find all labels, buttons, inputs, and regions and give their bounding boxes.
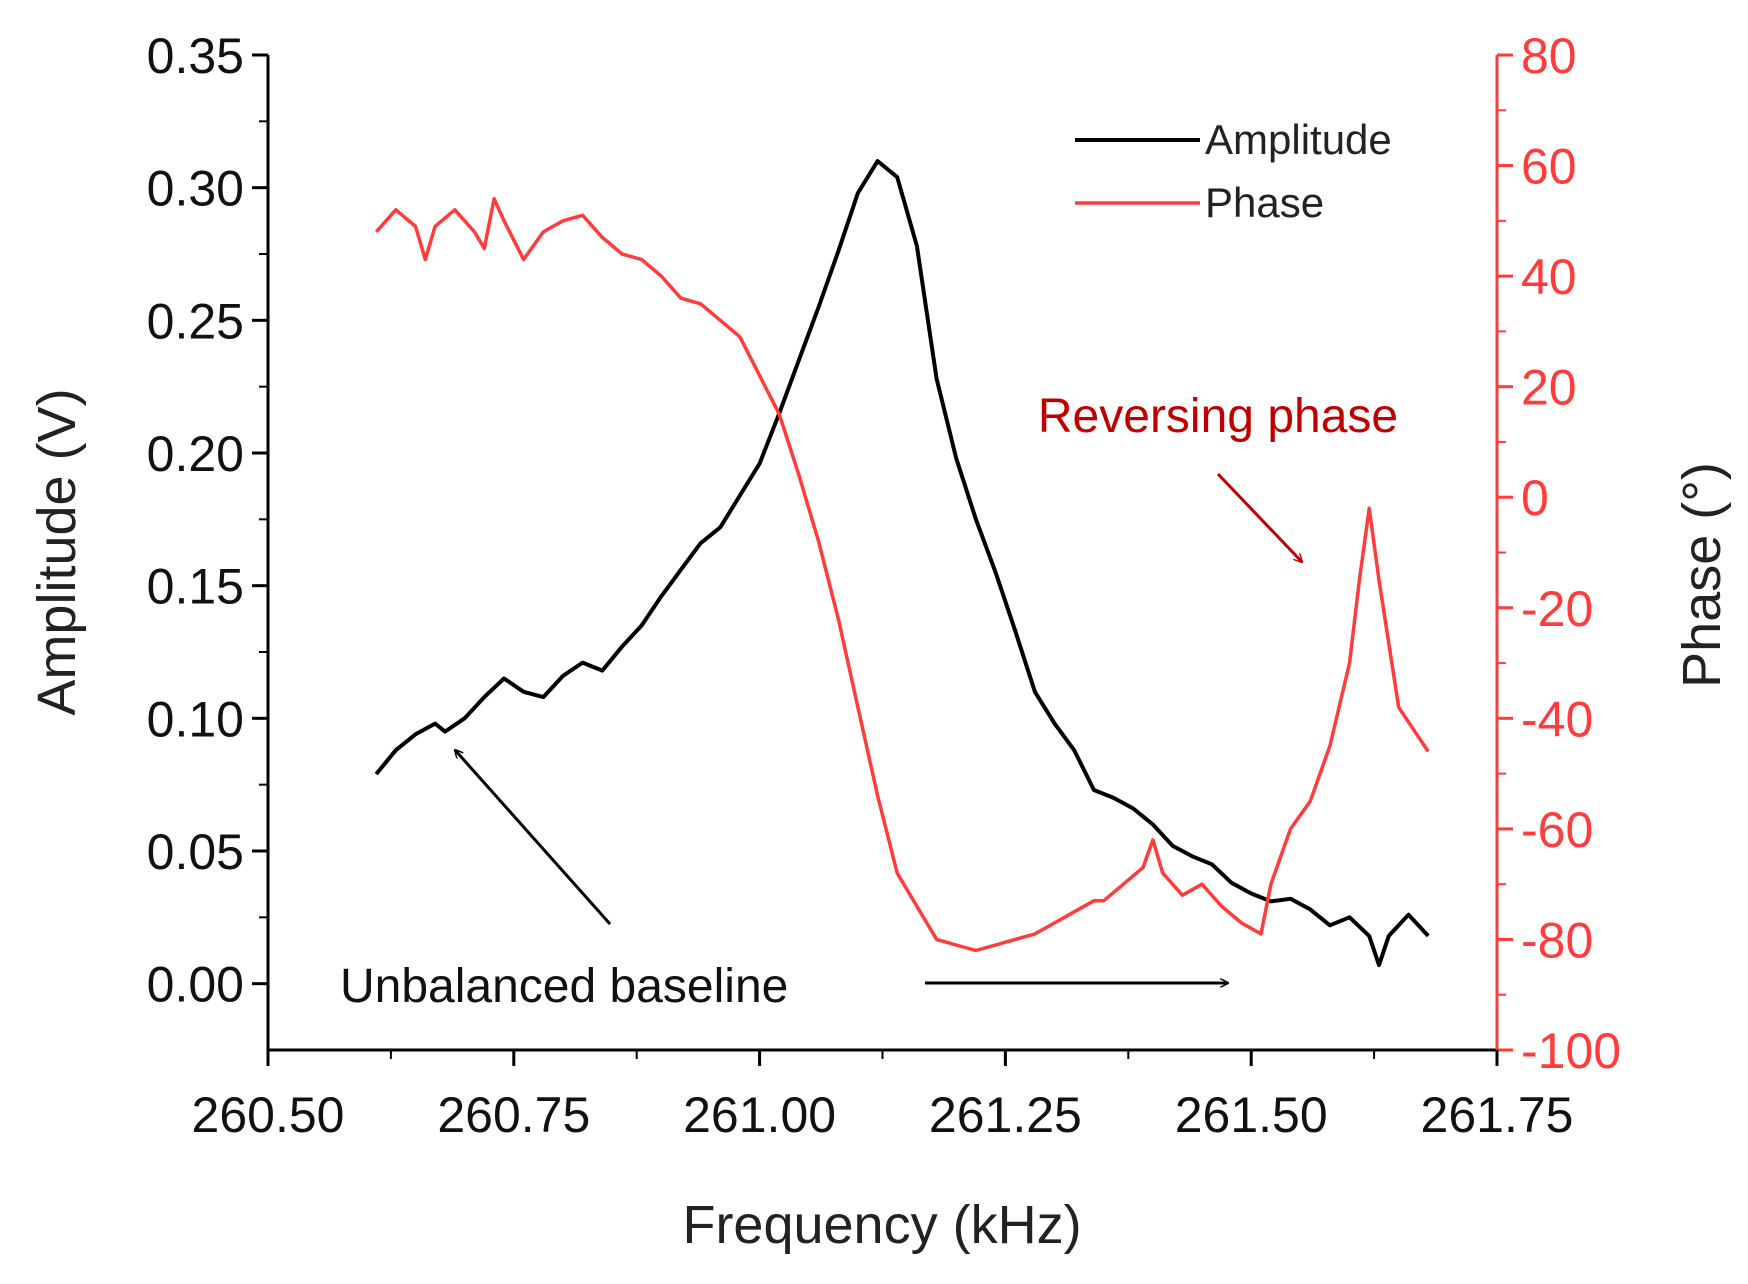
- legend: Amplitude Phase: [1075, 116, 1392, 226]
- left-axis-ticks: 0.00 0.05 0.10 0.15 0.20 0.25 0.30 0.35: [147, 28, 268, 1013]
- right-tick-label: 40: [1521, 249, 1577, 305]
- left-tick-label: 0.35: [147, 28, 244, 84]
- right-tick-label: -80: [1521, 912, 1593, 968]
- bottom-tick-label: 261.00: [683, 1087, 836, 1143]
- right-tick-label: -20: [1521, 581, 1593, 637]
- right-tick-label: -100: [1521, 1023, 1621, 1079]
- bottom-tick-label: 261.50: [1175, 1087, 1328, 1143]
- series-line-amplitude: [374, 159, 1430, 968]
- right-tick-label: 60: [1521, 139, 1577, 195]
- annotation-reversing-phase: Reversing phase: [1038, 390, 1398, 443]
- left-tick-label: 0.00: [147, 957, 244, 1013]
- y2-axis-title: Phase (°): [1672, 462, 1732, 688]
- left-tick-label: 0.15: [147, 559, 244, 615]
- bottom-tick-label: 260.75: [437, 1087, 590, 1143]
- right-tick-label: -40: [1521, 691, 1593, 747]
- bottom-tick-label: 260.50: [192, 1087, 345, 1143]
- left-tick-label: 0.10: [147, 691, 244, 747]
- annotation-unbalanced-baseline: Unbalanced baseline: [340, 960, 788, 1013]
- right-tick-label: -60: [1521, 802, 1593, 858]
- right-axis-ticks: -100 -80 -60 -40 -20 0 20 40 60 80: [1497, 28, 1621, 1079]
- right-tick-label: 80: [1521, 28, 1577, 84]
- left-tick-label: 0.25: [147, 293, 244, 349]
- x-axis-title: Frequency (kHz): [682, 1195, 1081, 1255]
- legend-label-amplitude: Amplitude: [1205, 116, 1392, 163]
- bottom-axis-ticks: 260.50 260.75 261.00 261.25 261.50 261.75: [192, 1050, 1574, 1143]
- legend-label-phase: Phase: [1205, 179, 1324, 226]
- right-tick-label: 20: [1521, 360, 1577, 416]
- series-line-phase: [374, 196, 1430, 953]
- left-tick-label: 0.20: [147, 426, 244, 482]
- left-tick-label: 0.05: [147, 824, 244, 880]
- right-tick-label: 0: [1521, 470, 1549, 526]
- bottom-tick-label: 261.75: [1421, 1087, 1574, 1143]
- annotation-arrow-reversing-phase: [1216, 472, 1302, 562]
- bottom-tick-label: 261.25: [929, 1087, 1082, 1143]
- y-axis-title: Amplitude (V): [27, 388, 87, 715]
- left-tick-label: 0.30: [147, 161, 244, 217]
- annotation-arrow-baseline-left: [455, 750, 612, 925]
